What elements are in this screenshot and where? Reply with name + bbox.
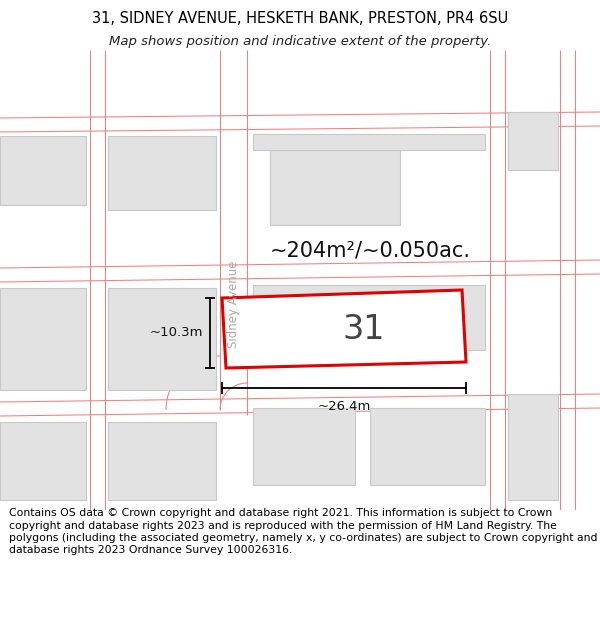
Text: ~10.3m: ~10.3m [149, 326, 203, 339]
Polygon shape [0, 136, 86, 205]
Text: 31, SIDNEY AVENUE, HESKETH BANK, PRESTON, PR4 6SU: 31, SIDNEY AVENUE, HESKETH BANK, PRESTON… [92, 11, 508, 26]
Polygon shape [222, 290, 466, 368]
Polygon shape [508, 112, 558, 170]
Polygon shape [508, 112, 558, 170]
Polygon shape [508, 394, 558, 500]
Polygon shape [108, 288, 216, 390]
Polygon shape [0, 422, 86, 500]
Text: Map shows position and indicative extent of the property.: Map shows position and indicative extent… [109, 35, 491, 48]
Text: ~26.4m: ~26.4m [317, 400, 371, 413]
Polygon shape [108, 422, 216, 500]
Polygon shape [253, 285, 485, 350]
Polygon shape [370, 408, 485, 485]
Polygon shape [108, 136, 216, 210]
Text: Contains OS data © Crown copyright and database right 2021. This information is : Contains OS data © Crown copyright and d… [9, 508, 598, 556]
Text: 31: 31 [343, 313, 385, 346]
Polygon shape [270, 150, 400, 225]
Text: Sidney Avenue: Sidney Avenue [227, 260, 239, 348]
Text: ~204m²/~0.050ac.: ~204m²/~0.050ac. [269, 240, 470, 260]
Polygon shape [0, 288, 86, 390]
Polygon shape [253, 408, 355, 485]
Polygon shape [253, 134, 485, 150]
